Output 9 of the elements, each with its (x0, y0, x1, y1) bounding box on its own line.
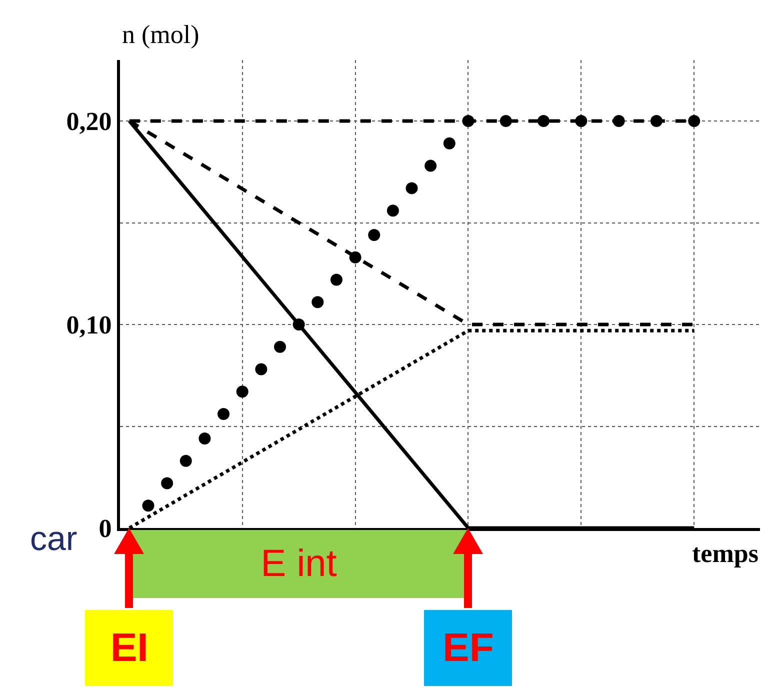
y-tick-label: 0 (98, 514, 112, 544)
text: car (30, 520, 78, 559)
text: EF (424, 610, 512, 686)
span-strip: E int (129, 530, 468, 598)
y-tick-label: 0,10 (66, 310, 112, 340)
y-axis-title: n (mol) (122, 20, 200, 49)
text: EI (85, 610, 174, 686)
y-tick-label: 0,20 (66, 107, 112, 136)
x-axis-title: temps (692, 539, 758, 568)
